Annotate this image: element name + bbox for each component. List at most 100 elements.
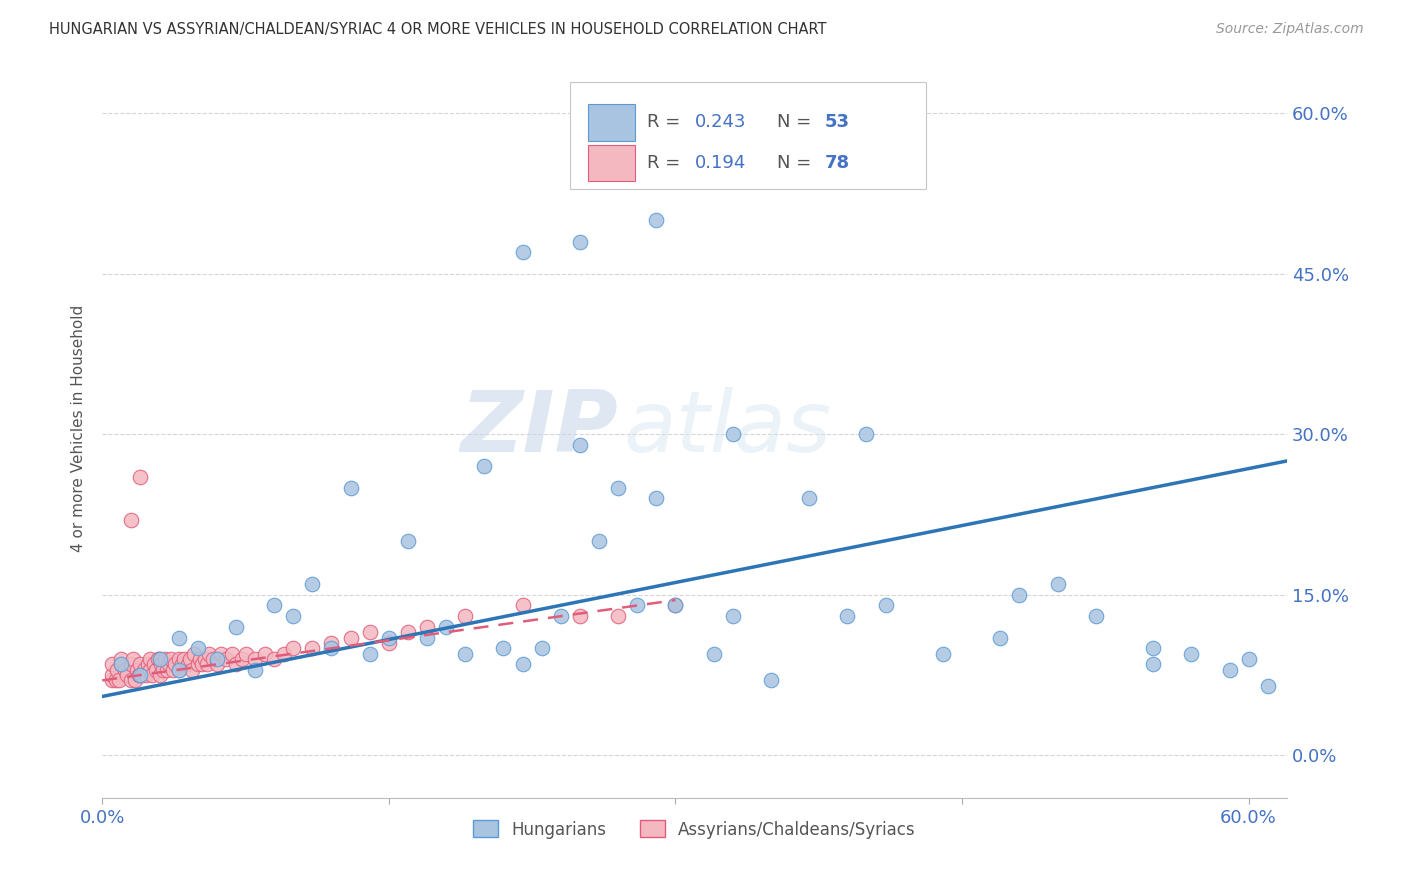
Point — [139, 652, 162, 666]
Point — [225, 657, 247, 672]
Y-axis label: 4 or more Vehicles in Household: 4 or more Vehicles in Household — [72, 305, 86, 552]
Point — [301, 641, 323, 656]
Point — [108, 673, 131, 688]
Point — [148, 652, 170, 666]
Point — [378, 636, 401, 650]
Point — [110, 657, 132, 672]
Point — [1008, 588, 1031, 602]
Text: ZIP: ZIP — [460, 387, 617, 470]
Point — [550, 609, 572, 624]
Point — [225, 620, 247, 634]
Point — [568, 235, 591, 249]
Point — [167, 663, 190, 677]
Point — [134, 663, 156, 677]
Point — [110, 652, 132, 666]
Point — [179, 652, 201, 666]
Point — [416, 631, 439, 645]
Point — [131, 668, 153, 682]
Point — [100, 673, 122, 688]
Point — [759, 673, 782, 688]
Point — [183, 647, 205, 661]
Point — [301, 577, 323, 591]
Point — [152, 663, 174, 677]
Point — [416, 620, 439, 634]
Point — [167, 652, 190, 666]
Point — [157, 657, 180, 672]
Point — [114, 663, 136, 677]
Point — [187, 657, 209, 672]
Point — [396, 625, 419, 640]
Point — [135, 668, 157, 682]
Point — [645, 213, 668, 227]
Point — [721, 427, 744, 442]
Point — [359, 647, 381, 661]
Point — [155, 652, 177, 666]
Point — [1237, 652, 1260, 666]
Point — [492, 641, 515, 656]
Point — [568, 438, 591, 452]
Point — [664, 599, 686, 613]
Point — [339, 481, 361, 495]
Point — [115, 668, 138, 682]
Text: N =: N = — [778, 113, 817, 131]
Point — [173, 652, 195, 666]
Point — [855, 427, 877, 442]
Point — [181, 663, 204, 677]
Point — [378, 631, 401, 645]
Point — [160, 652, 183, 666]
Point — [530, 641, 553, 656]
Point — [512, 599, 534, 613]
Point — [454, 647, 477, 661]
Text: R =: R = — [647, 154, 686, 172]
Point — [339, 631, 361, 645]
Point — [1084, 609, 1107, 624]
Point — [150, 657, 173, 672]
Point — [136, 657, 159, 672]
Point — [215, 652, 238, 666]
Point — [129, 657, 152, 672]
Point — [167, 631, 190, 645]
Point — [1046, 577, 1069, 591]
Point — [1142, 657, 1164, 672]
Point — [148, 668, 170, 682]
Point — [454, 609, 477, 624]
Point — [721, 609, 744, 624]
Point — [512, 245, 534, 260]
Point — [129, 668, 152, 682]
Point — [125, 663, 148, 677]
Point — [932, 647, 955, 661]
Point — [243, 652, 266, 666]
Point — [141, 668, 163, 682]
Point — [321, 641, 343, 656]
Point — [664, 599, 686, 613]
Point — [837, 609, 859, 624]
Point — [1180, 647, 1202, 661]
Text: 53: 53 — [825, 113, 849, 131]
Point — [190, 657, 212, 672]
Point — [110, 657, 132, 672]
Point — [1218, 663, 1240, 677]
Text: 78: 78 — [825, 154, 851, 172]
Point — [607, 481, 630, 495]
Point — [607, 609, 630, 624]
Point — [243, 663, 266, 677]
Point — [202, 652, 225, 666]
Point — [120, 657, 142, 672]
Text: Source: ZipAtlas.com: Source: ZipAtlas.com — [1216, 22, 1364, 37]
Point — [205, 657, 228, 672]
Text: HUNGARIAN VS ASSYRIAN/CHALDEAN/SYRIAC 4 OR MORE VEHICLES IN HOUSEHOLD CORRELATIO: HUNGARIAN VS ASSYRIAN/CHALDEAN/SYRIAC 4 … — [49, 22, 827, 37]
Text: R =: R = — [647, 113, 686, 131]
Point — [283, 641, 305, 656]
Point — [588, 534, 610, 549]
Point — [167, 663, 190, 677]
Point — [253, 647, 276, 661]
Point — [703, 647, 725, 661]
Point — [124, 673, 146, 688]
Point — [209, 647, 232, 661]
Point — [188, 652, 211, 666]
Text: N =: N = — [778, 154, 817, 172]
Point — [359, 625, 381, 640]
Point — [120, 513, 142, 527]
Point — [194, 652, 217, 666]
Point — [396, 534, 419, 549]
